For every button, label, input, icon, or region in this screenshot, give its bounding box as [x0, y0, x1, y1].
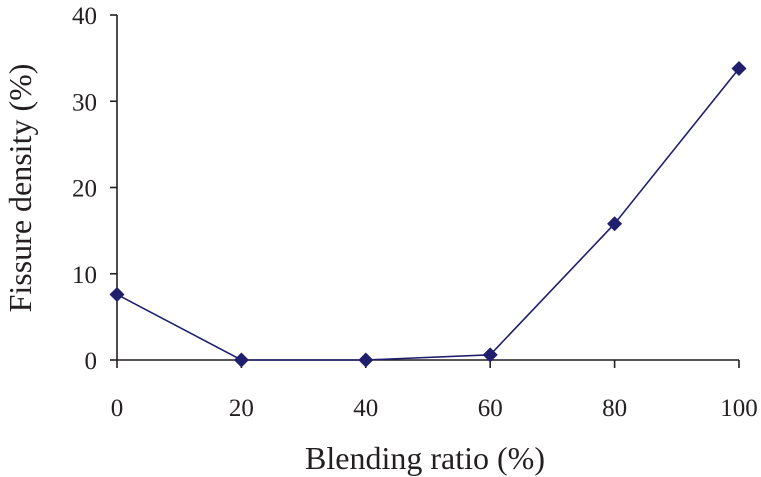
series-lines: [116, 67, 740, 361]
data-point-80: [607, 216, 623, 232]
x-tick-label-0: 0: [111, 395, 124, 422]
y-tick-label-10: 10: [72, 262, 97, 289]
data-points: [109, 60, 747, 368]
x-tick-label-80: 80: [602, 395, 627, 422]
x-axis-title: Blending ratio (%): [305, 440, 545, 476]
x-ticks: 0 20 40 60 80 100: [111, 360, 758, 422]
x-tick-label-60: 60: [478, 395, 503, 422]
y-tick-label-0: 0: [85, 348, 98, 375]
x-tick-label-20: 20: [229, 395, 254, 422]
data-point-60: [482, 347, 498, 363]
data-point-40: [358, 352, 374, 368]
data-point-100: [731, 60, 747, 76]
data-point-20: [233, 352, 249, 368]
y-axis-title: Fissure density (%): [2, 64, 38, 313]
series-line-0: [116, 67, 740, 361]
y-ticks: 0 10 20 30 40: [72, 3, 117, 375]
y-tick-label-30: 30: [72, 89, 97, 116]
data-point-0: [109, 286, 125, 302]
y-tick-label-20: 20: [72, 176, 97, 203]
y-tick-label-40: 40: [72, 3, 97, 30]
axes: [116, 15, 739, 361]
x-tick-label-100: 100: [720, 395, 758, 422]
x-tick-label-40: 40: [353, 395, 378, 422]
